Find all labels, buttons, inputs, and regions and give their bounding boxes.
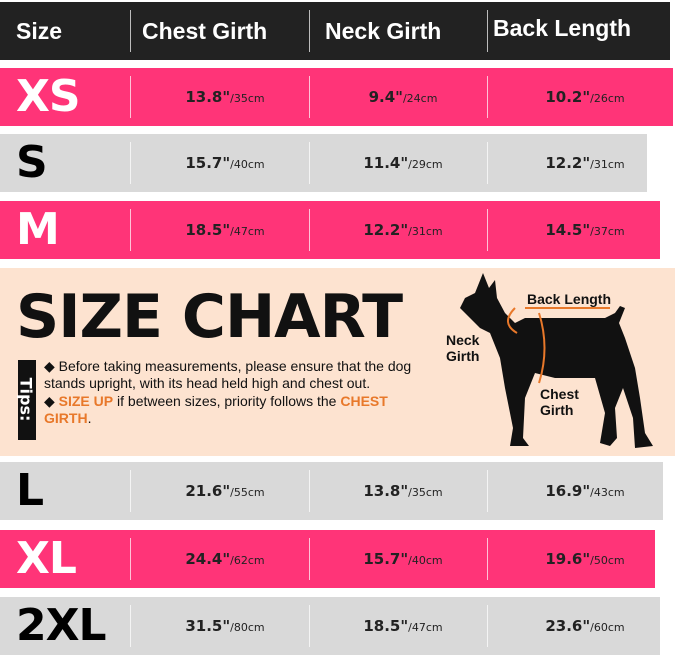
chest-girth-value: 21.6"/55cm bbox=[185, 482, 265, 500]
back-length-value: 16.9"/43cm bbox=[545, 482, 625, 500]
chest-girth-value: 13.8"/35cm bbox=[185, 88, 265, 106]
size-row-l: L 21.6"/55cm 13.8"/35cm 16.9"/43cm bbox=[0, 462, 663, 520]
tips-label: Tips: bbox=[17, 360, 36, 440]
size-label: 2XL bbox=[16, 600, 107, 651]
neck-girth-value: 11.4"/29cm bbox=[363, 154, 443, 172]
back-length-value: 19.6"/50cm bbox=[545, 550, 625, 568]
tip-2-highlight-2: CHEST GIRTH bbox=[44, 393, 388, 426]
size-label: S bbox=[16, 137, 48, 188]
header-size: Size bbox=[16, 18, 63, 44]
neck-girth-value: 18.5"/47cm bbox=[363, 617, 443, 635]
tip-2-highlight: SIZE UP bbox=[58, 393, 114, 409]
size-label: XL bbox=[16, 533, 77, 584]
size-label: M bbox=[16, 204, 60, 255]
tip-2: if between sizes, priority follows the bbox=[113, 393, 341, 409]
size-row-2xl: 2XL 31.5"/80cm 18.5"/47cm 23.6"/60cm bbox=[0, 597, 660, 655]
back-length-value: 10.2"/26cm bbox=[545, 88, 625, 106]
label-chest-girth: Chest Girth bbox=[540, 386, 579, 418]
chest-girth-value: 31.5"/80cm bbox=[185, 617, 265, 635]
size-row-xl: XL 24.4"/62cm 15.7"/40cm 19.6"/50cm bbox=[0, 530, 655, 588]
back-length-value: 12.2"/31cm bbox=[545, 154, 625, 172]
size-label: L bbox=[16, 465, 44, 516]
label-neck-girth: Neck Girth bbox=[446, 332, 480, 364]
chest-girth-value: 18.5"/47cm bbox=[185, 221, 265, 239]
neck-girth-value: 13.8"/35cm bbox=[363, 482, 443, 500]
banner-title: SIZE CHART bbox=[16, 282, 403, 352]
back-length-value: 23.6"/60cm bbox=[545, 617, 625, 635]
header-chest-girth: Chest Girth bbox=[142, 18, 268, 44]
size-row-s: S 15.7"/40cm 11.4"/29cm 12.2"/31cm bbox=[0, 134, 647, 192]
size-row-xs: XS 13.8"/35cm 9.4"/24cm 10.2"/26cm bbox=[0, 68, 673, 126]
back-length-value: 14.5"/37cm bbox=[545, 221, 625, 239]
chest-girth-value: 24.4"/62cm bbox=[185, 550, 265, 568]
tips-text: ◆ Before taking measurements, please ens… bbox=[44, 358, 412, 426]
size-chart-banner: SIZE CHART Tips: ◆ Before taking measure… bbox=[0, 268, 675, 456]
neck-girth-value: 15.7"/40cm bbox=[363, 550, 443, 568]
header-back-length: Back Length bbox=[493, 15, 632, 41]
tip-1: Before taking measurements, please ensur… bbox=[44, 358, 412, 391]
size-label: XS bbox=[16, 71, 81, 122]
table-header: Size Chest Girth Neck Girth Back Length bbox=[0, 2, 670, 60]
label-back-length: Back Length bbox=[527, 291, 612, 307]
neck-girth-value: 12.2"/31cm bbox=[363, 221, 443, 239]
chest-girth-value: 15.7"/40cm bbox=[185, 154, 265, 172]
dog-silhouette-icon bbox=[460, 273, 653, 448]
neck-girth-value: 9.4"/24cm bbox=[368, 88, 438, 106]
header-neck-girth: Neck Girth bbox=[325, 18, 442, 44]
size-row-m: M 18.5"/47cm 12.2"/31cm 14.5"/37cm bbox=[0, 201, 660, 259]
